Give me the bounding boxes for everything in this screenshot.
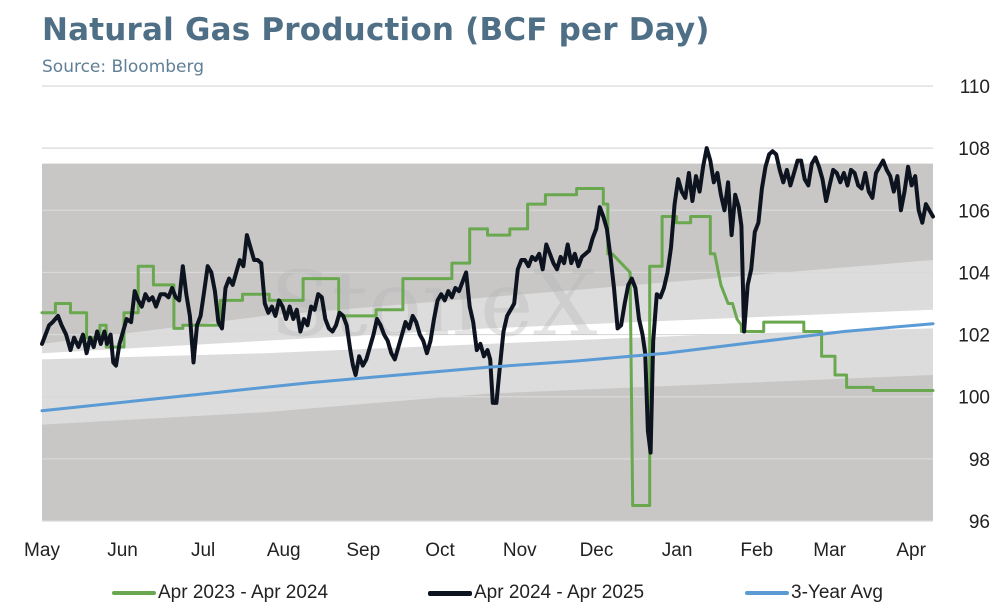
y-tick-label: 96: [969, 512, 990, 533]
x-tick-label: Mar: [813, 540, 846, 561]
y-tick-label: 110: [960, 77, 990, 98]
x-tick-label: Feb: [740, 540, 773, 561]
x-tick-label: May: [24, 540, 60, 561]
y-tick-label: 100: [958, 388, 990, 409]
chart-title: Natural Gas Production (BCF per Day): [42, 12, 710, 48]
legend-item-3yr-avg: 3-Year Avg: [745, 582, 883, 604]
legend-item-apr2023: Apr 2023 - Apr 2024: [112, 582, 328, 604]
chart-subtitle: Source: Bloomberg: [42, 57, 204, 77]
legend-label-3yr-avg: 3-Year Avg: [791, 582, 883, 603]
x-tick-label: Jul: [191, 540, 215, 561]
y-axis: 96 98 100 102 104 106 108 110: [958, 77, 990, 533]
x-tick-label: Apr: [896, 540, 926, 561]
series-line-0: [40, 187, 935, 507]
y-tick-label: 98: [969, 450, 990, 471]
x-tick-label: Sep: [346, 540, 380, 561]
x-tick-label: Jan: [662, 540, 693, 561]
series-line-2: [40, 322, 935, 413]
y-tick-label: 102: [958, 326, 990, 347]
legend-item-apr2024: Apr 2024 - Apr 2025: [428, 582, 644, 604]
legend-label-apr2023: Apr 2023 - Apr 2024: [158, 582, 329, 603]
series-lines: [40, 146, 935, 507]
x-tick-label: Nov: [503, 540, 537, 561]
y-tick-label: 104: [958, 263, 990, 284]
legend-swatch-apr2023: [112, 591, 156, 595]
x-tick-label: Oct: [425, 540, 455, 561]
x-tick-label: Jun: [107, 540, 138, 561]
series-line-1: [40, 146, 935, 455]
legend-label-apr2024: Apr 2024 - Apr 2025: [474, 582, 645, 603]
x-axis: May Jun Jul Aug Sep Oct Nov Dec Jan Feb Mar Apr: [24, 540, 927, 561]
x-tick-label: Dec: [580, 540, 614, 561]
watermark: StoneX: [270, 252, 597, 357]
y-tick-label: 106: [958, 201, 990, 222]
x-tick-label: Aug: [267, 540, 301, 561]
legend-swatch-apr2024: [428, 590, 472, 596]
y-tick-label: 108: [958, 139, 990, 160]
band-lower-range: [95, 384, 933, 521]
legend-swatch-3yr-avg: [745, 591, 789, 595]
